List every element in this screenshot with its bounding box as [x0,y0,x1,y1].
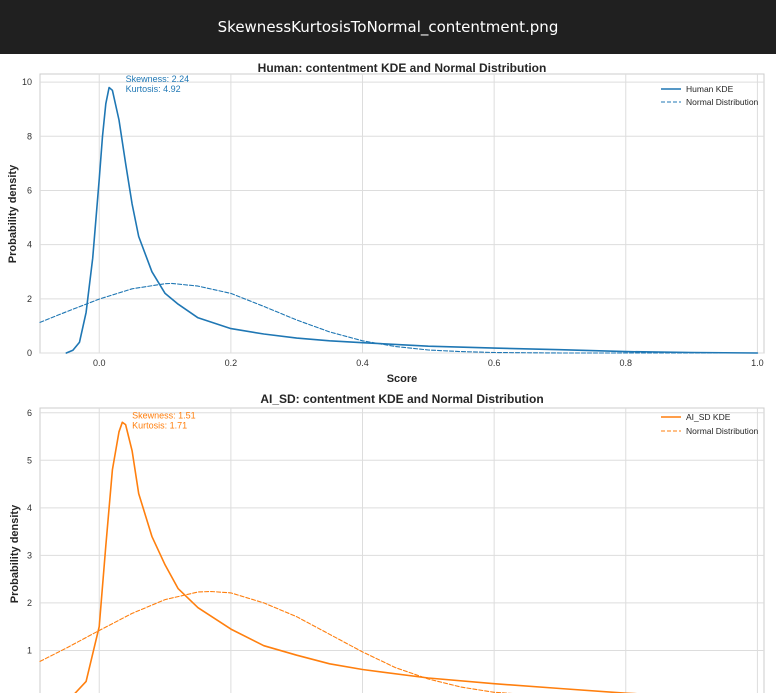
y-axis-label: Probability density [9,504,21,603]
y-tick-label: 5 [27,455,32,465]
y-tick-label: 2 [27,598,32,608]
series-lines [39,421,638,693]
skewness-annotation: Skewness: 2.24 [126,74,190,84]
y-tick-label: 3 [27,550,32,560]
y-tick-label: 8 [27,131,32,141]
legend-label-kde: AI_SD KDE [686,412,731,422]
x-tick-label: 0.6 [488,358,501,368]
y-tick-label: 6 [27,185,32,195]
window-title: SkewnessKurtosisToNormal_contentment.png [217,18,559,36]
chart-title: Human: contentment KDE and Normal Distri… [258,61,547,75]
normal-distribution-line [39,590,514,693]
y-tick-labels: 0 2 4 6 8 10 [22,77,32,358]
grid [40,408,764,693]
skewness-annotation: Skewness: 1.51 [132,410,196,420]
x-tick-label: 0.0 [93,358,106,368]
y-tick-label: 2 [27,294,32,304]
kurtosis-annotation: Kurtosis: 4.92 [126,84,181,94]
image-viewer: Human: contentment KDE and Normal Distri… [0,54,776,693]
y-tick-label: 4 [27,503,32,513]
x-tick-label: 0.8 [620,358,633,368]
window-titlebar: SkewnessKurtosisToNormal_contentment.png [0,0,776,54]
series-lines [39,86,759,354]
y-tick-label: 1 [27,645,32,655]
y-tick-label: 4 [27,240,32,250]
plot-area [39,407,765,693]
x-tick-labels: 0.0 0.2 0.4 0.6 0.8 1.0 [93,358,764,368]
kde-line [74,421,638,693]
x-axis-label: Score [387,373,418,385]
legend-label-normal: Normal Distribution [686,426,759,436]
legend: Human KDE Normal Distribution [661,84,759,107]
x-tick-label: 1.0 [751,358,764,368]
y-tick-label: 0 [27,348,32,358]
chart-ai-sd: AI_SD: contentment KDE and Normal Distri… [9,392,765,693]
grid [40,74,764,354]
chart-human: Human: contentment KDE and Normal Distri… [7,61,765,385]
chart-title: AI_SD: contentment KDE and Normal Distri… [260,392,543,406]
y-tick-label: 10 [22,77,32,87]
kurtosis-annotation: Kurtosis: 1.71 [132,420,187,430]
legend: AI_SD KDE Normal Distribution [661,412,759,436]
y-tick-label: 6 [27,408,32,418]
x-tick-label: 0.2 [225,358,238,368]
legend-label-normal: Normal Distribution [686,97,759,107]
kde-line [65,86,759,354]
normal-distribution-line [39,282,758,354]
legend-label-kde: Human KDE [686,84,734,94]
plot-area [39,73,765,354]
x-tick-label: 0.4 [356,358,369,368]
y-axis-label: Probability density [7,164,19,263]
y-tick-labels: 0123456 [27,408,32,656]
figure: Human: contentment KDE and Normal Distri… [7,61,765,693]
